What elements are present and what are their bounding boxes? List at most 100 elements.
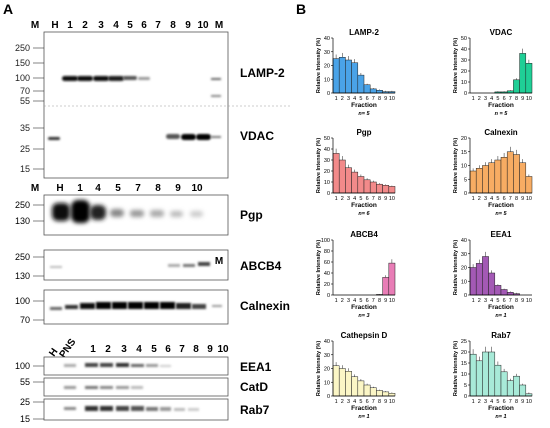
bar: [469, 267, 477, 296]
chart-title: Pgp: [356, 128, 371, 137]
band: [144, 302, 159, 309]
x-tick-label: 8: [515, 196, 518, 202]
x-tick-label: 7: [509, 196, 512, 202]
x-tick-label: 4: [353, 399, 356, 405]
lane-label: 8: [193, 344, 199, 355]
x-tick-label: 9: [521, 399, 524, 405]
x-tick-label: 8: [378, 196, 381, 202]
band: [181, 134, 196, 140]
lane-label: 6: [165, 344, 171, 355]
chart-title: EEA1: [491, 230, 512, 239]
lane-label: 3: [98, 20, 104, 31]
band: [112, 302, 127, 309]
x-tick-label: 10: [526, 399, 532, 405]
band: [146, 364, 158, 367]
lane-label: 8: [155, 183, 161, 194]
x-tick-label: 6: [503, 96, 506, 102]
x-tick-label: 9: [521, 298, 524, 304]
x-tick-label: 5: [496, 96, 499, 102]
x-tick-label: 4: [353, 96, 356, 102]
lane-label: 7: [135, 183, 141, 194]
x-tick-label: 2: [478, 399, 481, 405]
x-tick-label: 1: [335, 196, 338, 202]
band: [130, 210, 144, 217]
marker-label: 70: [20, 86, 30, 96]
y-tick-label: 0: [464, 91, 467, 97]
y-tick-label: 10: [461, 164, 467, 170]
band: [50, 307, 62, 310]
bar: [332, 58, 340, 94]
bar: [382, 185, 390, 194]
x-tick-label: 7: [509, 96, 512, 102]
lane-label: 9: [207, 344, 213, 355]
bar: [382, 391, 390, 397]
x-tick-label: 7: [372, 196, 375, 202]
band: [211, 95, 221, 97]
lane-label: M: [31, 183, 39, 194]
chart-title: Cathepsin D: [341, 331, 388, 340]
x-tick-label: 6: [366, 399, 369, 405]
band: [146, 407, 158, 411]
marker-label: 15: [20, 414, 30, 424]
bar-chart: Rab7 Relative Intensity (%) 0 5 10 15 20 25 1 2 3 4…: [453, 331, 533, 420]
x-tick-label: 6: [366, 298, 369, 304]
band: [131, 386, 143, 389]
y-tick-label: 40: [461, 238, 467, 244]
x-axis-label: Fraction: [488, 202, 514, 209]
band: [77, 76, 93, 81]
bar: [338, 159, 346, 194]
bar: [525, 63, 533, 94]
marker-label: 250: [15, 43, 30, 53]
band: [64, 386, 76, 389]
x-tick-label: 2: [341, 298, 344, 304]
y-tick-label: 20: [461, 136, 467, 142]
band: [138, 77, 150, 80]
band: [85, 406, 98, 411]
y-tick-label: 30: [324, 353, 330, 359]
band: [160, 302, 175, 309]
band: [212, 305, 222, 307]
x-tick-label: 9: [521, 96, 524, 102]
x-tick-label: 9: [384, 196, 387, 202]
x-tick-label: 9: [521, 196, 524, 202]
blot-1-ticks: [33, 47, 44, 170]
bar-chart: Cathepsin D Relative Intensity (%) 0 10 20 30…: [316, 331, 396, 420]
y-axis-label: Relative Intensity (%): [316, 38, 322, 93]
x-axis-label: Fraction: [488, 102, 514, 109]
y-tick-label: 30: [461, 58, 467, 64]
protein-label: VDAC: [240, 129, 274, 143]
x-tick-label: 5: [496, 399, 499, 405]
x-tick-label: 1: [335, 96, 338, 102]
band: [48, 137, 60, 140]
band: [85, 386, 98, 389]
y-tick-label: 20: [461, 69, 467, 75]
lane-label: 8: [170, 20, 176, 31]
band: [166, 134, 180, 139]
bar: [475, 360, 483, 397]
bar: [345, 371, 352, 397]
x-tick-label: 5: [496, 196, 499, 202]
protein-label: EEA1: [240, 360, 272, 374]
bar-chart: Calnexin Relative Intensity (%) 0 5 10 15 20 1 2…: [453, 128, 533, 217]
x-tick-label: 3: [347, 96, 350, 102]
y-tick-label: 40: [324, 271, 330, 277]
panel-b-label: B: [296, 1, 306, 17]
bar: [382, 277, 390, 296]
y-tick-label: 20: [461, 350, 467, 356]
band: [71, 200, 90, 223]
bar: [494, 285, 502, 296]
band: [123, 76, 137, 80]
band: [160, 365, 171, 367]
y-tick-label: 0: [464, 191, 467, 197]
lane-label: 5: [115, 183, 121, 194]
x-axis-label: Fraction: [488, 304, 514, 311]
bar: [363, 84, 371, 94]
y-tick-label: 20: [461, 266, 467, 272]
band: [128, 302, 143, 309]
marker-label: 100: [15, 73, 30, 83]
y-tick-label: 30: [324, 158, 330, 164]
x-tick-label: 7: [372, 96, 375, 102]
bar: [506, 151, 514, 194]
bar: [376, 390, 383, 397]
bar: [488, 351, 496, 397]
